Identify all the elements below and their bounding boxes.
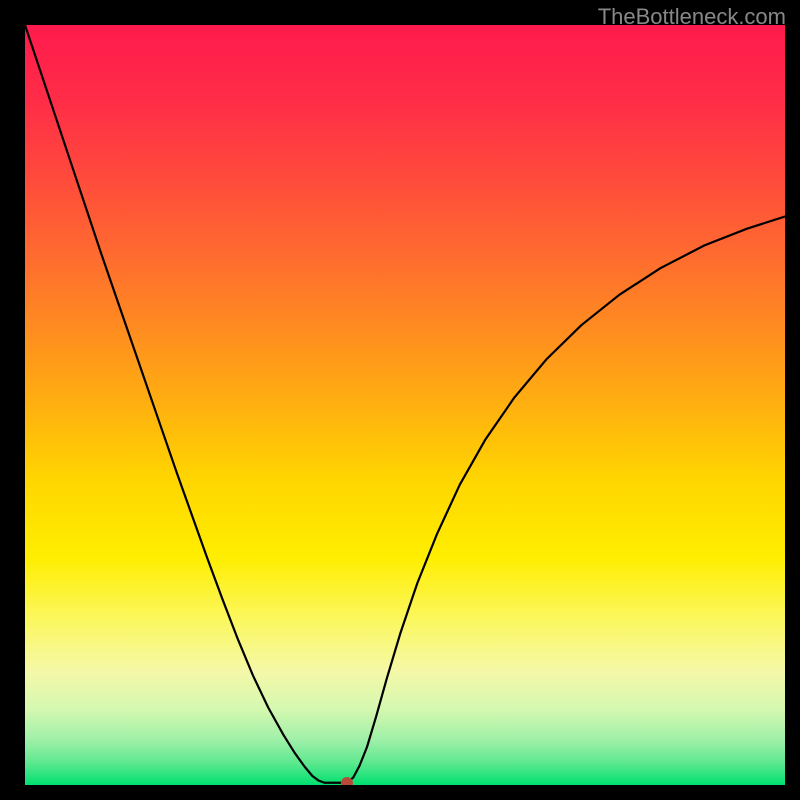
bottleneck-curve-layer [25, 25, 785, 785]
plot-area [25, 25, 785, 785]
v-curve [25, 25, 785, 783]
watermark-text: TheBottleneck.com [598, 4, 786, 30]
minimum-marker [341, 777, 353, 785]
